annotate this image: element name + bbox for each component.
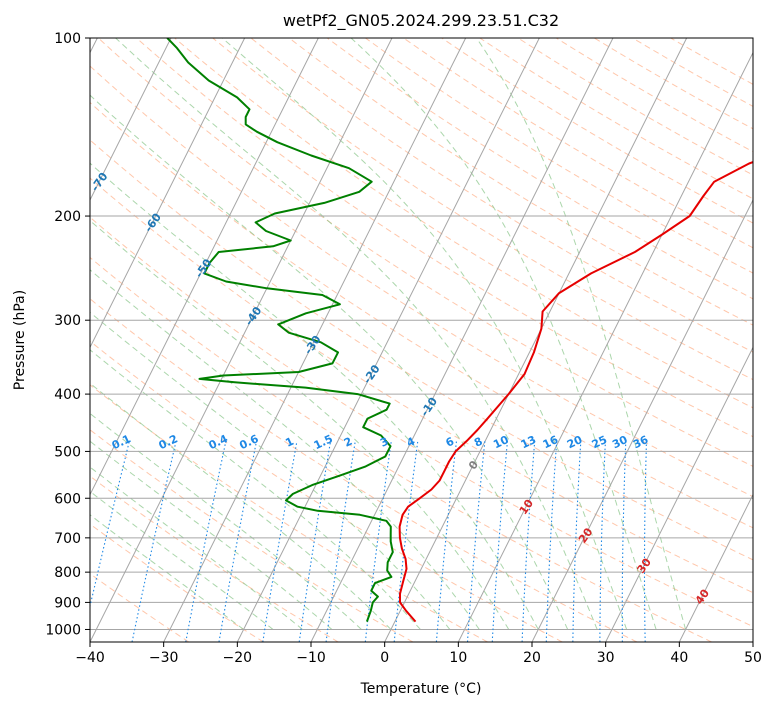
isotherm-label: -80 (36, 127, 58, 151)
dry-adiabat-line (633, 38, 775, 642)
dry-adiabat-line (0, 38, 775, 642)
dry-adiabat-line (0, 38, 775, 642)
dry-adiabat-line (0, 38, 562, 642)
x-tick-label: −30 (149, 650, 179, 666)
dry-adiabat-line (480, 38, 775, 642)
x-tick-label: 0 (380, 650, 389, 666)
isotherm-label: -10 (418, 395, 440, 419)
isotherm-label: 30 (634, 556, 654, 576)
x-tick-label: 20 (523, 650, 541, 666)
y-tick-label: 300 (54, 313, 81, 329)
mixing-ratio-label: 6 (444, 435, 457, 450)
x-tick-label: 40 (670, 650, 688, 666)
isotherm-label: -30 (302, 333, 324, 357)
dry-adiabat-line (556, 38, 775, 642)
mixing-ratio-label: 0.4 (207, 432, 230, 452)
moist-adiabat-line (0, 133, 303, 629)
mixing-ratio-label: 0.1 (110, 432, 133, 452)
isotherm-label: -40 (242, 304, 264, 328)
isotherm-label: -20 (361, 362, 383, 386)
mixing-ratio-label: 3 (378, 435, 390, 450)
isotherm-label: 0 (466, 458, 481, 472)
isotherm-line (458, 38, 760, 642)
mixing-ratio-line (219, 441, 257, 642)
mixing-ratio-label: 2 (342, 435, 354, 450)
mixing-ratio-label: 20 (565, 433, 585, 451)
mixing-ratio-label: 36 (631, 433, 651, 451)
mixing-ratio-label: 0.6 (237, 432, 260, 452)
y-tick-label: 400 (54, 387, 81, 403)
y-tick-label: 600 (54, 491, 81, 507)
mixing-ratio-line (132, 441, 176, 642)
moist-adiabat-line (222, 38, 627, 630)
isotherm-line (385, 38, 687, 642)
mixing-ratio-label: 13 (519, 433, 538, 451)
mixing-ratio-line (622, 441, 626, 642)
x-tick-label: 10 (449, 650, 467, 666)
mixing-ratio-line (645, 441, 647, 642)
mixing-ratio-label: 1.5 (312, 432, 335, 452)
dry-adiabat-line (365, 38, 775, 642)
y-tick-label: 700 (54, 531, 81, 547)
isotherm-label: -70 (88, 170, 110, 194)
mixing-ratio-label: 30 (610, 433, 630, 451)
isotherms (0, 38, 775, 642)
inline-labels: -100-90-80-70-60-50-40-30-20-10010203040… (0, 48, 712, 607)
dry-adiabat-line (0, 38, 775, 642)
isotherm-label: 40 (693, 587, 713, 607)
y-axis-label: Pressure (hPa) (12, 290, 28, 390)
y-tick-label: 800 (54, 565, 81, 581)
isotherm-line (606, 38, 775, 642)
y-tick-label: 200 (54, 209, 81, 225)
y-tick-label: 500 (54, 444, 81, 460)
dry-adiabat-line (175, 38, 775, 642)
y-tick-label: 1000 (45, 622, 81, 638)
moist-adiabat-line (0, 95, 362, 629)
isotherm-line (237, 38, 539, 642)
mixing-ratio-line (365, 441, 391, 642)
dry-adiabat-line (518, 38, 775, 642)
dry-adiabats (0, 38, 775, 642)
moist-adiabat-line (31, 38, 568, 630)
x-axis: −40 −30 −20 −10 0 10 20 30 40 50 (75, 642, 762, 666)
mixing-ratio-line (186, 441, 226, 642)
x-tick-label: 50 (744, 650, 762, 666)
isotherm-label: 20 (576, 525, 596, 545)
mixing-ratio-lines (82, 441, 647, 642)
y-tick-label: 900 (54, 595, 81, 611)
dry-adiabat-line (0, 38, 189, 642)
dry-adiabat-line (671, 38, 775, 642)
plot-frame (90, 38, 753, 642)
y-axis: 100 200 300 400 500 600 700 800 900 1000 (45, 31, 90, 638)
mixing-ratio-label: 10 (491, 433, 511, 451)
dry-adiabat-line (404, 38, 775, 642)
x-tick-label: 30 (597, 650, 615, 666)
isotherm-line (16, 38, 318, 642)
x-tick-label: −40 (75, 650, 105, 666)
x-tick-label: −20 (223, 650, 253, 666)
isotherm-label: 10 (517, 497, 537, 517)
moist-adiabat-line (0, 174, 244, 629)
mixing-ratio-label: 0.2 (157, 432, 180, 452)
mixing-ratio-line (600, 441, 606, 642)
isotherm-label: -90 (0, 88, 5, 112)
mixing-ratio-line (546, 441, 557, 642)
isotherm-line (679, 38, 775, 642)
dry-adiabat-line (327, 38, 775, 642)
mixing-ratio-label: 25 (590, 433, 609, 451)
y-tick-label: 100 (54, 31, 81, 47)
isotherm-line (753, 38, 775, 642)
chart-title: wetPf2_GN05.2024.299.23.51.C32 (283, 11, 559, 31)
isotherm-line (0, 38, 245, 642)
profiles (167, 38, 775, 622)
x-tick-label: −10 (296, 650, 326, 666)
dry-adiabat-line (0, 38, 413, 642)
isotherm-line (90, 38, 392, 642)
dry-adiabat-line (0, 38, 264, 642)
isotherm-label: -60 (142, 211, 164, 235)
x-axis-label: Temperature (°C) (360, 681, 482, 697)
